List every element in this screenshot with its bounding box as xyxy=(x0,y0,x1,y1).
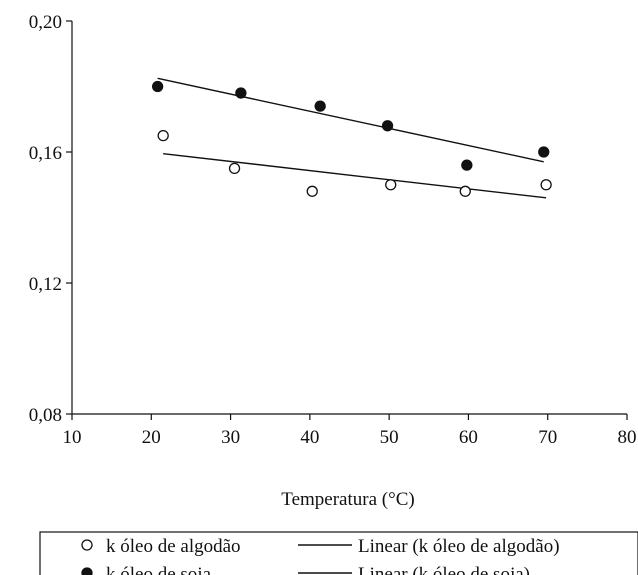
x-tick-label: 20 xyxy=(142,427,161,448)
x-tick-label: 60 xyxy=(459,427,478,448)
trendlines xyxy=(157,77,547,199)
point-algodao xyxy=(385,179,397,191)
x-tick-label: 40 xyxy=(300,427,319,448)
data-points xyxy=(151,80,552,197)
legend-filled-circle-icon xyxy=(81,567,93,575)
axes xyxy=(66,20,628,420)
point-algodao xyxy=(306,185,318,197)
y-tick-label: 0,20 xyxy=(29,12,62,33)
point-soja xyxy=(314,100,326,112)
x-axis-label: Temperatura (°C) xyxy=(281,489,414,510)
trendline-soja xyxy=(157,77,544,163)
point-soja xyxy=(381,120,394,132)
legend-label: Linear (k óleo de soja) xyxy=(358,564,530,575)
y-tick-label: 0,12 xyxy=(29,274,62,295)
point-soja xyxy=(538,146,550,158)
point-algodao xyxy=(540,179,552,191)
x-tick-label: 70 xyxy=(538,427,557,448)
point-algodao xyxy=(228,162,241,175)
x-tick-label: 10 xyxy=(63,427,82,448)
x-tick-label: 30 xyxy=(221,427,240,448)
y-tick-label: 0,08 xyxy=(29,405,62,426)
legend-open-circle-icon xyxy=(81,539,93,551)
tick-labels: 10 20 30 40 50 60 70 80 0,08 0,12 0,16 0,20 xyxy=(29,12,637,448)
point-soja xyxy=(235,87,247,99)
legend-label: k óleo de algodão xyxy=(106,536,241,557)
point-algodao xyxy=(459,185,471,197)
legend-label: k óleo de soja xyxy=(106,564,212,575)
point-soja xyxy=(151,80,164,93)
legend-box xyxy=(39,531,638,575)
trendline-algodao xyxy=(163,152,547,199)
legend-label: Linear (k óleo de algodão) xyxy=(358,536,560,557)
x-tick-label: 80 xyxy=(618,427,637,448)
point-algodao xyxy=(157,129,169,142)
x-tick-label: 50 xyxy=(380,427,399,448)
legend: k óleo de algodão Linear (k óleo de algod… xyxy=(39,531,638,575)
point-soja xyxy=(461,159,473,171)
y-tick-label: 0,16 xyxy=(29,143,62,164)
